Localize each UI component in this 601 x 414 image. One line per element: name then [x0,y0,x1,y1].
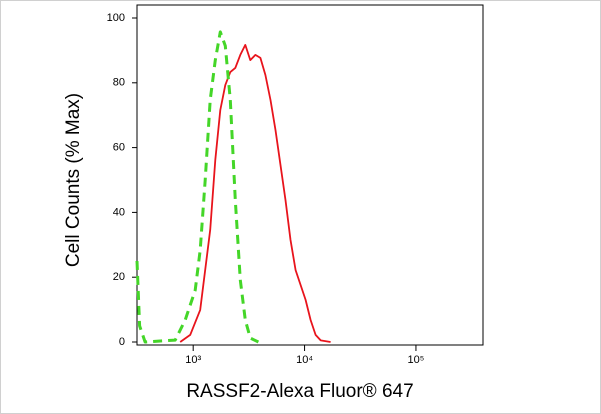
y-tick-label: 0 [119,336,125,348]
y-tick-label: 60 [113,142,125,154]
series-line [179,44,331,343]
x-tick-label: 10⁵ [408,354,425,366]
x-axis-title: RASSF2-Alexa Fluor® 647 [186,381,413,402]
y-axis-title: Cell Counts (% Max) [63,93,84,267]
x-tick-label: 10³ [185,354,201,366]
x-tick-label: 10⁴ [296,354,313,366]
y-tick-label: 40 [113,206,125,218]
y-tick-label: 80 [113,77,125,89]
plot-frame [136,4,484,346]
series-line [135,30,260,344]
y-tick-label: 20 [113,271,125,283]
y-tick-label: 100 [107,12,125,24]
